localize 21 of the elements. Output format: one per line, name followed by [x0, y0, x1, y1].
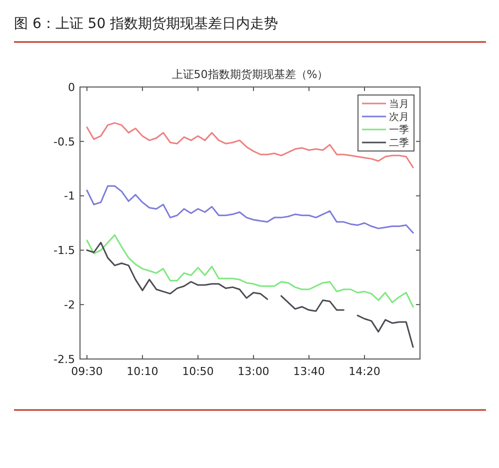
x-tick-label: 13:00	[238, 365, 270, 378]
x-tick-label: 14:20	[348, 365, 380, 378]
x-tick-label: 09:30	[71, 365, 103, 378]
line-series	[86, 234, 414, 308]
y-tick-label: -0.5	[54, 135, 75, 148]
legend-label: 次月	[389, 112, 409, 123]
y-tick-label: 0	[68, 80, 75, 94]
chart-title: 图 6：上证 50 指数期货期现基差日内走势	[14, 16, 278, 32]
y-tick-label: -1	[64, 190, 75, 203]
x-tick-label: 13:40	[293, 365, 325, 378]
legend-label: 当月	[389, 98, 409, 110]
line-series	[86, 122, 414, 168]
x-tick-label: 10:50	[182, 365, 214, 378]
y-tick-label: -2	[64, 298, 75, 312]
chart-subtitle: 上证50指数期货期现基差（%）	[172, 68, 328, 81]
legend-label: 二季	[389, 137, 409, 149]
line-series	[86, 185, 414, 234]
legend-label: 一季	[389, 124, 409, 136]
x-tick-label: 10:10	[126, 365, 158, 378]
y-tick-label: -1.5	[54, 244, 75, 258]
y-tick-label: -2.5	[54, 352, 75, 366]
